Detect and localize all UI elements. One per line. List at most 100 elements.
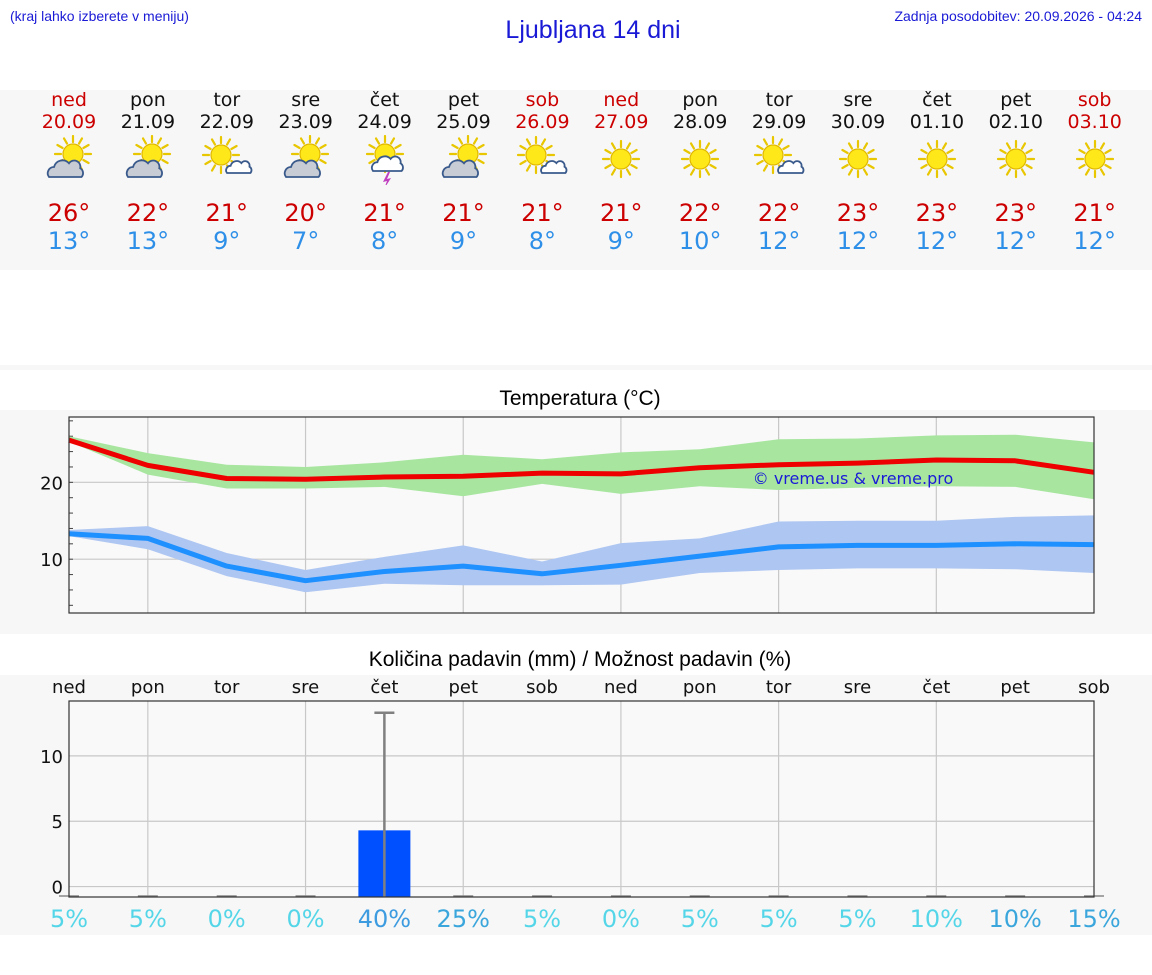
day-date: 24.09	[357, 111, 412, 133]
day-name: sob	[1077, 89, 1112, 111]
min-temperature: 12°	[994, 227, 1038, 255]
day-date: 28.09	[672, 111, 728, 133]
day-date: 01.10	[909, 111, 965, 133]
max-temperature: 23°	[915, 199, 959, 227]
x-category-label: pet	[1000, 677, 1030, 698]
day-column: tor 22.09 21° 9°	[187, 89, 267, 255]
max-temperature-range-band	[69, 434, 1094, 500]
sun-cloud-icon	[283, 135, 329, 178]
min-temperature: 12°	[915, 227, 959, 255]
plot-frame	[68, 700, 1095, 898]
min-temperature-line	[68, 531, 1095, 584]
day-name: sre	[843, 89, 873, 111]
watermark: © vreme.us & vreme.pro	[753, 469, 954, 488]
day-date: 23.09	[278, 111, 333, 133]
forecast-strip	[0, 90, 1152, 270]
x-category-label: pet	[448, 677, 478, 698]
sun-cloud-lightning-icon	[365, 135, 404, 185]
precipitation-probability: 5%	[838, 905, 876, 933]
precipitation-probability: 10%	[910, 905, 963, 933]
temperature-chart-title: Temperatura (°C)	[499, 387, 661, 410]
x-category-label: pon	[131, 677, 165, 698]
day-name: ned	[603, 89, 640, 111]
day-column: pet 02.10 23° 12°	[976, 89, 1056, 255]
day-date: 21.09	[120, 111, 176, 133]
max-temperature: 22°	[126, 199, 170, 227]
sun-cloud-icon	[441, 135, 487, 178]
precipitation-probability: 5%	[50, 905, 88, 933]
y-tick-label: 0	[52, 878, 63, 899]
max-temperature: 22°	[757, 199, 801, 227]
x-category-label: čet	[370, 677, 398, 698]
day-name: čet	[922, 89, 952, 111]
max-temperature: 21°	[363, 199, 406, 227]
precipitation-probability: 40%	[358, 905, 411, 933]
precipitation-probability: 15%	[1067, 905, 1120, 933]
min-temperature: 7°	[292, 227, 320, 255]
sun-cloud-icon	[125, 135, 171, 178]
x-category-label: ned	[52, 677, 86, 698]
x-category-label: sob	[526, 677, 558, 698]
day-column: sre 23.09 20° 7°	[266, 89, 346, 255]
max-temperature: 21°	[205, 199, 249, 227]
x-category-label: sre	[292, 677, 319, 698]
location-hint: (kraj lahko izberete v meniju)	[10, 8, 189, 24]
max-temperature-line	[68, 437, 1095, 482]
max-temperature: 20°	[284, 199, 327, 227]
sun-small-cloud-icon	[201, 135, 253, 175]
x-category-label: sob	[1078, 677, 1110, 698]
precipitation-probability: 25%	[437, 905, 490, 933]
sun-small-cloud-icon	[517, 135, 568, 175]
max-temperature: 22°	[678, 199, 722, 227]
min-temperature: 12°	[757, 227, 801, 255]
x-category-label: sre	[844, 677, 871, 698]
min-temperature: 12°	[836, 227, 880, 255]
precipitation-probability: 0%	[286, 905, 324, 933]
min-temperature: 9°	[449, 227, 478, 255]
sun-icon	[917, 139, 956, 179]
min-temperature: 13°	[126, 227, 170, 255]
day-column: pon 28.09 22° 10°	[660, 89, 740, 255]
max-temperature: 21°	[521, 199, 564, 227]
day-name: pon	[682, 89, 719, 111]
y-tick-label: 5	[52, 812, 63, 833]
day-date: 27.09	[594, 111, 649, 133]
day-date: 20.09	[41, 111, 97, 133]
precipitation-probability: 5%	[523, 905, 561, 933]
day-date: 26.09	[515, 111, 570, 133]
day-column: ned 27.09 21° 9°	[581, 89, 661, 255]
day-column: tor 29.09 22° 12°	[739, 89, 819, 255]
max-temperature: 21°	[1073, 199, 1116, 227]
day-name: sob	[525, 89, 560, 111]
day-name: ned	[51, 89, 87, 111]
day-date: 22.09	[199, 111, 254, 133]
precipitation-probability: 5%	[681, 905, 719, 933]
day-name: sre	[291, 89, 321, 111]
day-date: 03.10	[1067, 111, 1122, 133]
sun-small-cloud-icon	[753, 135, 805, 175]
day-column: sob 26.09 21° 8°	[502, 89, 582, 255]
temperature-chart: 10 20 © vreme.us & vreme.pro	[40, 416, 1095, 614]
min-temperature: 13°	[47, 227, 91, 255]
precipitation-chart: ned pon tor sre čet pet sob ned pon tor sre čet pet s…	[40, 677, 1121, 933]
plot-area	[69, 701, 1094, 897]
max-temperature: 23°	[836, 199, 880, 227]
day-name: pon	[130, 89, 166, 111]
day-date: 29.09	[751, 111, 807, 133]
precipitation-probability: 0%	[602, 905, 640, 933]
precipitation-probability: 0%	[208, 905, 246, 933]
sun-icon	[996, 139, 1035, 179]
day-name: pet	[447, 89, 480, 111]
min-temperature-range-band	[69, 515, 1094, 593]
day-column: pet 25.09 21° 9°	[424, 89, 504, 255]
min-temperature: 9°	[213, 227, 241, 255]
max-temperature: 21°	[600, 199, 643, 227]
max-temperature: 26°	[47, 199, 91, 227]
x-category-label: tor	[214, 677, 240, 698]
day-name: tor	[765, 89, 793, 111]
min-temperature: 8°	[370, 227, 399, 255]
min-temperature: 9°	[607, 227, 635, 255]
day-column: pon 21.09 22° 13°	[108, 89, 188, 255]
x-category-label: tor	[766, 677, 792, 698]
day-name: čet	[369, 89, 400, 111]
